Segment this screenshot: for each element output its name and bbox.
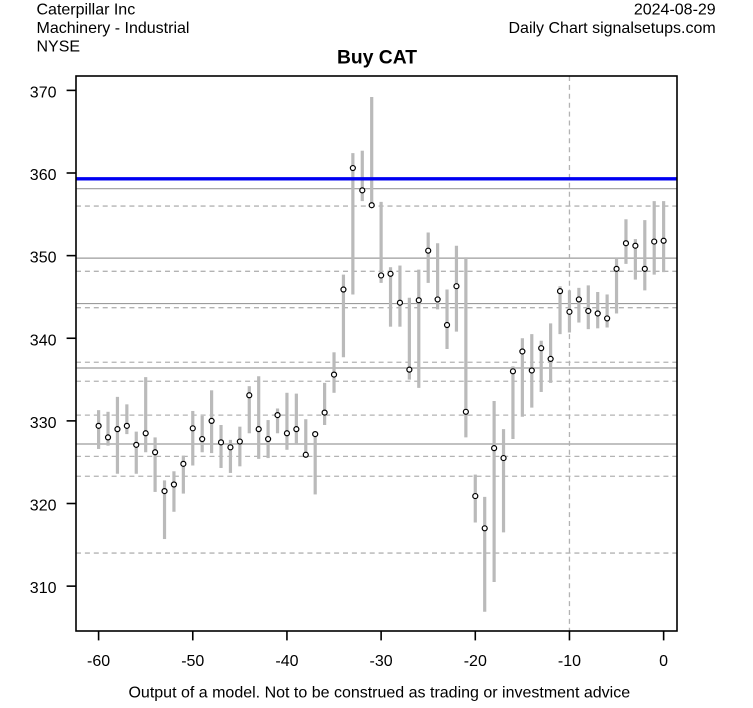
close-dot: [632, 242, 639, 249]
close-dot: [641, 265, 648, 272]
close-dot: [199, 435, 206, 443]
x-tick-label: 0: [659, 653, 668, 670]
close-dot: [330, 371, 338, 378]
close-dot: [368, 202, 375, 209]
close-dot: [509, 368, 517, 375]
x-tick-label: -50: [181, 653, 204, 670]
plot-border: [75, 75, 678, 632]
close-dot: [491, 445, 498, 452]
axes-layer: 310 320 330 340 350 360 370 -60 -50 -40 -30 -20 -10 0: [30, 75, 678, 670]
x-tick-label: -20: [464, 653, 487, 670]
close-dot: [519, 348, 526, 355]
y-tick-label: 350: [30, 250, 57, 267]
close-dot: [227, 444, 234, 451]
close-dot: [585, 307, 592, 315]
chart-title: Buy CAT: [337, 48, 417, 69]
close-dot: [142, 430, 149, 437]
close-dot: [387, 270, 394, 277]
close-dot: [359, 187, 366, 194]
company-exchange: NYSE: [37, 39, 81, 56]
close-dot: [575, 296, 582, 303]
close-dot: [528, 367, 535, 374]
y-tick-label: 340: [30, 332, 57, 349]
close-dot: [443, 321, 451, 329]
x-tick-label: -60: [87, 653, 110, 670]
close-dot: [604, 315, 611, 322]
gridlines-layer: [76, 76, 677, 631]
close-dot: [114, 426, 121, 433]
y-tick-label: 370: [30, 84, 57, 101]
close-dot: [566, 308, 573, 315]
price-bars-layer: [97, 96, 666, 612]
close-dot: [547, 355, 554, 363]
x-tick-label: -30: [370, 653, 393, 670]
close-dot: [415, 297, 422, 304]
close-dot: [217, 439, 225, 446]
close-dot: [500, 454, 507, 462]
close-dot: [274, 411, 281, 419]
close-dot: [236, 438, 243, 445]
close-dot: [302, 451, 309, 458]
close-dots-layer: [95, 164, 667, 532]
close-dot: [349, 164, 356, 172]
close-dot: [660, 237, 667, 244]
close-dot: [556, 288, 564, 295]
close-dot: [378, 272, 385, 279]
y-tick-label: 360: [30, 167, 57, 184]
disclaimer-text: Output of a model. Not to be construed a…: [128, 685, 630, 702]
chart-date: 2024-08-29: [634, 2, 716, 19]
close-dot: [152, 449, 159, 456]
close-dot: [104, 434, 112, 441]
close-dot: [133, 441, 140, 448]
close-dot: [189, 425, 196, 432]
close-dot: [481, 525, 488, 532]
company-name: Caterpillar Inc: [37, 2, 136, 19]
close-dot: [396, 299, 404, 306]
close-dot: [265, 435, 272, 443]
close-dot: [312, 431, 319, 438]
close-dot: [651, 238, 658, 245]
x-tick-label: -40: [275, 653, 298, 670]
close-dot: [255, 426, 262, 433]
close-dot: [170, 481, 178, 488]
close-dot: [283, 430, 291, 437]
company-industry: Machinery - Industrial: [37, 20, 190, 37]
close-dot: [321, 409, 328, 416]
close-dot: [434, 296, 441, 303]
close-dot: [453, 283, 460, 290]
y-tick-label: 320: [30, 498, 57, 515]
close-dot: [161, 488, 168, 495]
close-dot: [340, 286, 347, 293]
close-dot: [246, 392, 253, 399]
close-dot: [538, 345, 545, 352]
close-dot: [472, 492, 479, 500]
close-dot: [622, 240, 630, 247]
close-dot: [594, 310, 601, 317]
y-tick-label: 310: [30, 580, 57, 597]
close-dot: [123, 422, 130, 429]
close-dot: [406, 366, 413, 373]
close-dot: [425, 247, 432, 254]
close-dot: [208, 417, 215, 424]
close-dot: [293, 426, 300, 433]
x-tick-label: -10: [558, 653, 581, 670]
close-dot: [95, 422, 102, 429]
chart-source: Daily Chart signalsetups.com: [508, 20, 715, 37]
y-tick-label: 330: [30, 415, 57, 432]
close-dot: [613, 265, 620, 272]
close-dot: [462, 408, 469, 415]
close-dot: [180, 460, 187, 467]
